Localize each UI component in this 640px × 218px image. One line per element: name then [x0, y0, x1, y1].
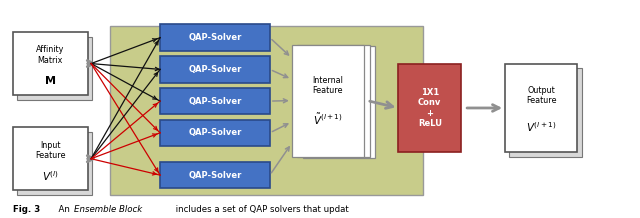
- Bar: [160, 88, 270, 114]
- Text: Output
Feature: Output Feature: [526, 86, 556, 105]
- Bar: [160, 120, 270, 146]
- Text: QAP-Solver: QAP-Solver: [188, 33, 242, 42]
- Bar: [509, 68, 582, 157]
- Text: QAP-Solver: QAP-Solver: [188, 171, 242, 180]
- Text: includes a set of QAP solvers that updat: includes a set of QAP solvers that updat: [173, 205, 348, 214]
- Bar: [160, 162, 270, 188]
- Bar: [160, 24, 270, 51]
- Bar: [398, 64, 461, 152]
- Bar: [17, 36, 92, 100]
- Bar: [17, 132, 92, 195]
- Text: $V^{(l+1)}$: $V^{(l+1)}$: [526, 120, 556, 134]
- Bar: [160, 56, 270, 83]
- Text: $\tilde{V}^{(l+1)}$: $\tilde{V}^{(l+1)}$: [313, 112, 343, 127]
- Bar: [110, 26, 424, 195]
- Text: Fig. 3: Fig. 3: [13, 205, 40, 214]
- Text: QAP-Solver: QAP-Solver: [188, 128, 242, 137]
- Text: Input
Feature: Input Feature: [35, 141, 65, 160]
- Bar: [298, 45, 369, 157]
- Bar: [292, 44, 364, 157]
- Text: 1X1
Conv
+
ReLU: 1X1 Conv + ReLU: [418, 88, 442, 128]
- Text: $\mathbf{M}$: $\mathbf{M}$: [44, 75, 56, 87]
- Bar: [13, 127, 88, 191]
- Text: Affinity
Matrix: Affinity Matrix: [36, 45, 65, 65]
- Text: QAP-Solver: QAP-Solver: [188, 97, 242, 106]
- Text: Ensemble Block: Ensemble Block: [74, 205, 142, 214]
- Text: Internal
Feature: Internal Feature: [312, 76, 343, 95]
- Bar: [13, 32, 88, 95]
- Bar: [505, 64, 577, 152]
- Text: QAP-Solver: QAP-Solver: [188, 65, 242, 74]
- Bar: [303, 46, 375, 158]
- Text: $V^{(l)}$: $V^{(l)}$: [42, 169, 59, 182]
- Text: An: An: [54, 205, 73, 214]
